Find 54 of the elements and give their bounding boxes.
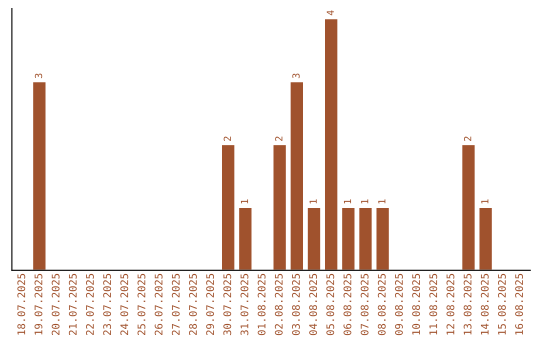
- x-tick-label: 21.07.2025: [68, 274, 77, 336]
- data-label: 1: [481, 199, 488, 204]
- bar: [289, 80, 304, 270]
- x-tick-label: 24.07.2025: [120, 274, 128, 336]
- bar: [358, 206, 374, 270]
- x-tick-label: 04.08.2025: [309, 274, 318, 336]
- bar: [375, 206, 390, 270]
- data-label: 3: [292, 74, 300, 78]
- x-tick-label: 30.07.2025: [223, 274, 232, 336]
- x-tick-label: 06.08.2025: [343, 274, 352, 336]
- x-tick-label: 27.07.2025: [172, 274, 180, 336]
- data-label: 2: [464, 136, 472, 141]
- data-label: 1: [344, 199, 352, 204]
- x-tick-label: 29.07.2025: [206, 274, 214, 336]
- bar: [324, 18, 339, 270]
- x-tick-label: 28.07.2025: [189, 274, 197, 336]
- bar: [460, 144, 476, 270]
- x-tick-label: 22.07.2025: [86, 274, 94, 336]
- data-label: 2: [275, 136, 282, 141]
- x-tick-label: 11.08.2025: [429, 274, 438, 335]
- bar: [238, 206, 253, 270]
- data-label: 1: [310, 199, 317, 204]
- x-tick-label: 25.07.2025: [138, 274, 146, 336]
- x-tick-label: 23.07.2025: [103, 274, 112, 336]
- x-tick-label: 31.07.2025: [240, 274, 248, 336]
- bar: [32, 80, 47, 270]
- data-label: 4: [326, 10, 334, 16]
- x-tick-label: 05.08.2025: [326, 274, 334, 336]
- x-tick-label: 02.08.2025: [274, 274, 283, 336]
- bar: [306, 206, 322, 270]
- bar: [478, 206, 494, 270]
- x-tick-label: 26.07.2025: [154, 274, 163, 336]
- x-tick-label: 16.08.2025: [515, 274, 524, 335]
- x-tick-label: 12.08.2025: [446, 274, 454, 335]
- x-tick-label: 10.08.2025: [412, 274, 420, 335]
- x-tick-label: 01.08.2025: [258, 274, 266, 336]
- bar: [220, 144, 236, 270]
- x-tick-label: 13.08.2025: [464, 274, 472, 335]
- x-tick-label: 07.08.2025: [360, 274, 369, 336]
- x-tick-label: 08.08.2025: [378, 274, 386, 336]
- data-label: 2: [224, 136, 231, 141]
- bar: [340, 206, 356, 270]
- data-label: 1: [361, 199, 368, 204]
- x-tick-label: 15.08.2025: [498, 274, 506, 335]
- bar: [272, 144, 288, 270]
- x-tick-label: 18.07.2025: [17, 274, 26, 335]
- data-label: 3: [34, 74, 42, 78]
- x-tick-label: 14.08.2025: [480, 274, 489, 335]
- x-tick-label: 03.08.2025: [292, 274, 300, 336]
- data-label: 1: [378, 199, 386, 204]
- data-label: 1: [240, 199, 248, 204]
- x-tick-label: 09.08.2025: [394, 274, 403, 336]
- x-tick-label: 20.07.2025: [52, 274, 60, 336]
- x-tick-label: 19.07.2025: [34, 274, 42, 335]
